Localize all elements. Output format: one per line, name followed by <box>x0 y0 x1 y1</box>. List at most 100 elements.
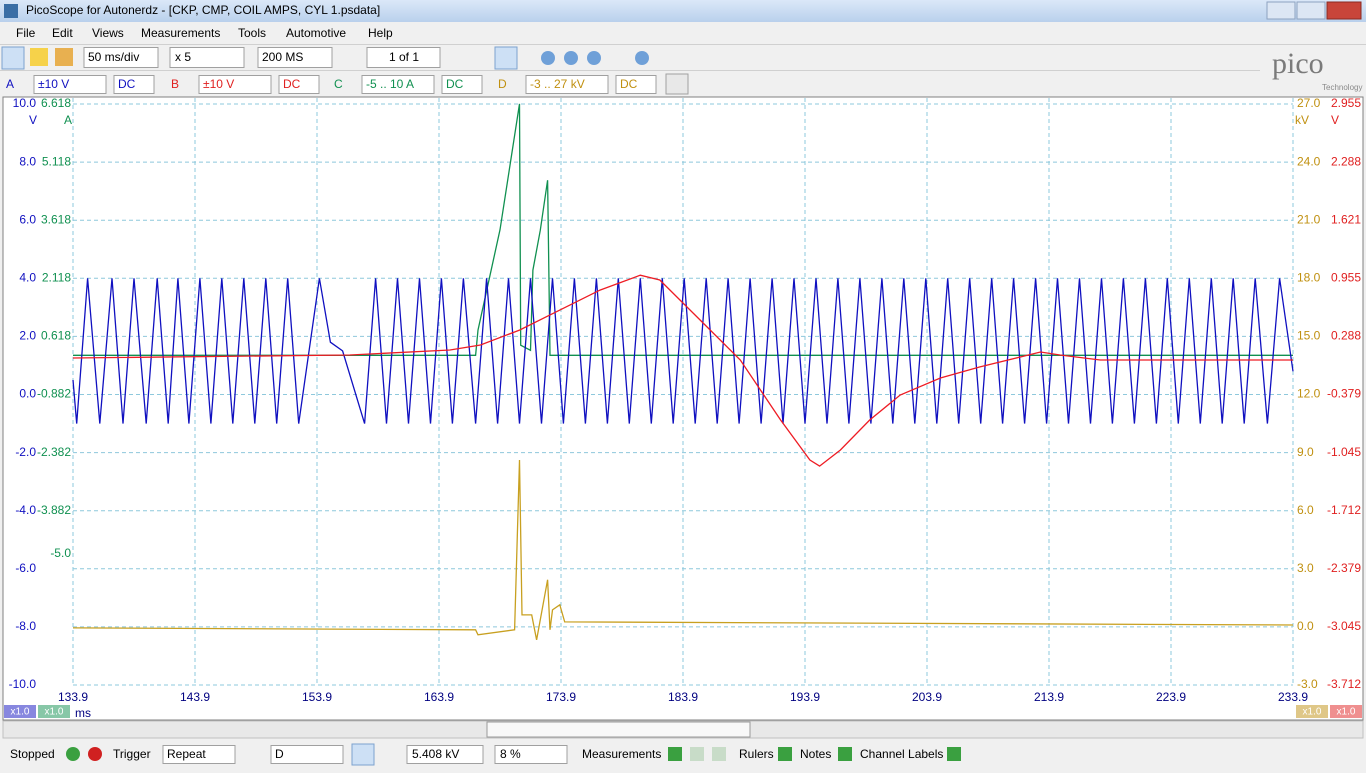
range-field[interactable] <box>525 75 609 94</box>
y-tick-label: -3.882 <box>37 503 71 517</box>
y-tick-label: 6.0 <box>19 212 36 226</box>
menu-item[interactable]: File <box>16 26 36 40</box>
scope-mode-button[interactable] <box>1 46 25 70</box>
buffer-field[interactable] <box>366 47 441 68</box>
notes-button[interactable] <box>838 747 852 761</box>
pre-trigger-field[interactable] <box>494 745 568 764</box>
scale-badge[interactable] <box>38 705 70 718</box>
channel-name[interactable]: A <box>6 77 14 91</box>
scroll-thumb[interactable] <box>486 721 751 738</box>
y-tick-label: 1.621 <box>1331 212 1361 226</box>
trigger-mode: Repeat <box>167 747 206 761</box>
y-tick-label: -4.0 <box>15 503 36 517</box>
zoom-in[interactable] <box>564 51 578 65</box>
channel-range: ±10 V <box>38 77 69 91</box>
title-bar <box>0 0 1366 22</box>
zoom-tools <box>541 51 649 65</box>
rulers-button[interactable] <box>778 747 792 761</box>
y-tick-label: 5.118 <box>42 154 71 168</box>
app-icon <box>4 4 18 18</box>
coupling-field[interactable] <box>278 75 320 94</box>
y-tick-label: 12.0 <box>1297 387 1321 401</box>
pointer-tool[interactable] <box>494 46 518 70</box>
maximize-button[interactable] <box>1296 1 1326 20</box>
scale-label: x1.0 <box>45 707 64 718</box>
zoom-fit[interactable] <box>635 51 649 65</box>
x-tick-label: 133.9 <box>58 690 88 704</box>
y-tick-label: -1.712 <box>1327 503 1361 517</box>
zoom: x 5 <box>175 50 191 64</box>
scale-badge[interactable] <box>1330 705 1362 718</box>
y-tick-label: -10.0 <box>9 677 37 691</box>
y-tick-label: 2.118 <box>42 270 71 284</box>
menu-item[interactable]: Help <box>368 26 393 40</box>
channel-coupling: DC <box>283 77 301 91</box>
minimize-button[interactable] <box>1266 1 1296 20</box>
range-field[interactable] <box>33 75 107 94</box>
y-tick-label: -2.379 <box>1327 561 1361 575</box>
y-tick-label: 9.0 <box>1297 445 1314 459</box>
y-tick-label: -0.882 <box>37 387 71 401</box>
x-tick-label: 223.9 <box>1156 690 1186 704</box>
x-tick-label: 193.9 <box>790 690 820 704</box>
persistence-button[interactable] <box>30 48 48 66</box>
menu-item[interactable]: Measurements <box>141 26 220 40</box>
rulers-label: Rulers <box>739 747 774 761</box>
channel-name[interactable]: C <box>334 77 343 91</box>
channel-labels-button[interactable] <box>947 747 961 761</box>
coupling-field[interactable] <box>113 75 155 94</box>
scale-badge[interactable] <box>4 705 36 718</box>
zoom-field[interactable] <box>169 47 245 68</box>
y-tick-label: 6.618 <box>41 96 71 110</box>
range-field[interactable] <box>198 75 272 94</box>
y-tick-label: 0.955 <box>1331 270 1361 284</box>
menu-item[interactable]: Tools <box>238 26 266 40</box>
x-tick-label: 203.9 <box>912 690 942 704</box>
stop-button[interactable] <box>88 747 102 761</box>
coupling-field[interactable] <box>615 75 657 94</box>
edit-measurement[interactable] <box>690 747 704 761</box>
y-tick-label: 24.0 <box>1297 154 1321 168</box>
logo: pico <box>1272 47 1324 80</box>
buffer: 1 of 1 <box>389 50 419 64</box>
run-button[interactable] <box>66 747 80 761</box>
delete-measurement[interactable] <box>712 747 726 761</box>
channel-coupling: DC <box>118 77 136 91</box>
coupling-field[interactable] <box>441 75 483 94</box>
menu-bar: File Edit Views Measurements Tools Automotive… <box>16 26 393 40</box>
zoom-tool[interactable] <box>541 51 555 65</box>
timebase-field[interactable] <box>83 47 159 68</box>
scale-badge[interactable] <box>1296 705 1328 718</box>
window-title: PicoScope for Autonerdz - [CKP, CMP, COI… <box>26 3 380 17</box>
menu-item[interactable]: Automotive <box>286 26 346 40</box>
close-button[interactable] <box>1326 1 1362 20</box>
x-tick-label: 233.9 <box>1278 690 1308 704</box>
add-measurement[interactable] <box>668 747 682 761</box>
logo-tagline: Technology <box>1322 83 1362 92</box>
y-tick-label: 6.0 <box>1297 503 1314 517</box>
y-tick-label: 0.0 <box>1297 619 1314 633</box>
signal-generator-button[interactable] <box>665 73 689 95</box>
threshold-field[interactable] <box>406 745 484 764</box>
menu-item[interactable]: Views <box>92 26 124 40</box>
zoom-out[interactable] <box>587 51 601 65</box>
range-field[interactable] <box>361 75 435 94</box>
trigger-source-field[interactable] <box>270 745 344 764</box>
y-tick-label: -2.0 <box>15 445 36 459</box>
samples-field[interactable] <box>257 47 333 68</box>
menu-item[interactable]: Edit <box>52 26 73 40</box>
trigger-mode-field[interactable] <box>162 745 236 764</box>
y-tick-label: -3.0 <box>1297 677 1318 691</box>
y-tick-label: -1.045 <box>1327 445 1361 459</box>
home-button[interactable] <box>55 48 73 66</box>
y-tick-label: -8.0 <box>15 619 36 633</box>
x-tick-label: 163.9 <box>424 690 454 704</box>
channel-bar: A ±10 V DC B ±10 V DC C -5 .. 10 A DC D -3 .. 27 k… <box>6 75 657 94</box>
channel-name[interactable]: D <box>498 77 507 91</box>
x-tick-label: 143.9 <box>180 690 210 704</box>
channel-name[interactable]: B <box>171 77 179 91</box>
rising-edge-button[interactable] <box>351 743 375 766</box>
x-tick-label: 153.9 <box>302 690 332 704</box>
